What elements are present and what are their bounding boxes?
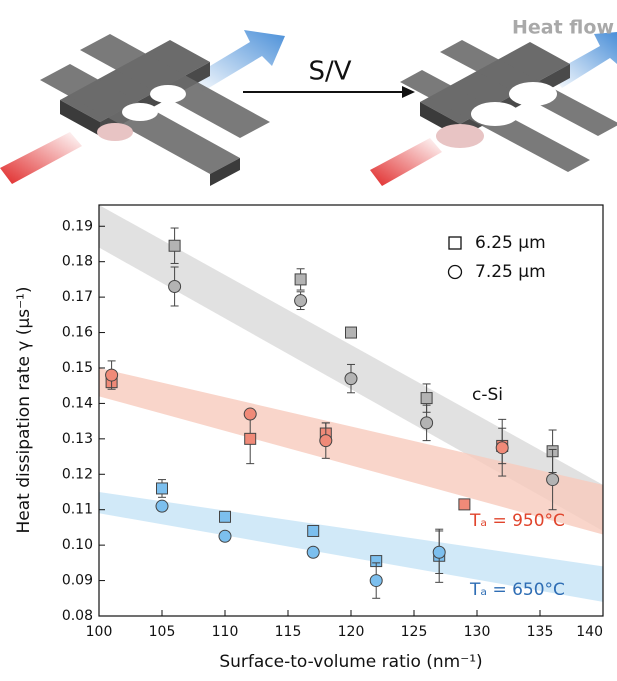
square-marker bbox=[308, 525, 319, 536]
square-marker bbox=[169, 240, 180, 251]
x-axis-label: Surface-to-volume ratio (nm⁻¹) bbox=[219, 652, 482, 672]
schematic: S/V Heat flow bbox=[0, 17, 617, 187]
legend-label: 6.25 μm bbox=[475, 233, 546, 253]
circle-marker bbox=[244, 408, 256, 420]
y-tick-label: 0.10 bbox=[62, 537, 93, 553]
circle-marker bbox=[421, 417, 433, 429]
y-tick-label: 0.19 bbox=[62, 218, 93, 234]
circle-marker bbox=[219, 530, 231, 542]
square-marker bbox=[346, 327, 357, 338]
square-marker bbox=[157, 483, 168, 494]
y-tick-label: 0.12 bbox=[62, 466, 93, 482]
circle-marker bbox=[106, 369, 118, 381]
circle-marker bbox=[320, 435, 332, 447]
legend-marker bbox=[449, 266, 462, 279]
x-tick-label: 115 bbox=[275, 624, 302, 640]
x-tick-label: 105 bbox=[149, 624, 176, 640]
center-label: S/V bbox=[308, 57, 351, 87]
y-tick-label: 0.11 bbox=[62, 502, 93, 518]
y-tick-label: 0.13 bbox=[62, 431, 93, 447]
square-marker bbox=[459, 499, 470, 510]
y-axis-label: Heat dissipation rate γ (μs⁻¹) bbox=[14, 287, 34, 534]
legend-label: 7.25 μm bbox=[475, 262, 546, 282]
circle-marker bbox=[345, 373, 357, 385]
x-tick-label: 130 bbox=[464, 624, 491, 640]
x-tick-label: 125 bbox=[401, 624, 428, 640]
y-tick-label: 0.15 bbox=[62, 360, 93, 376]
circle-marker bbox=[169, 280, 181, 292]
square-marker bbox=[220, 511, 231, 522]
legend-marker bbox=[449, 237, 461, 249]
circle-marker bbox=[295, 295, 307, 307]
annotation: Tₐ = 650°C bbox=[469, 580, 565, 600]
x-tick-label: 100 bbox=[86, 624, 113, 640]
square-marker bbox=[295, 274, 306, 285]
heat-in-arrow bbox=[370, 138, 442, 186]
annotation: Tₐ = 950°C bbox=[469, 511, 565, 531]
heat-in-arrow bbox=[0, 132, 82, 184]
square-marker bbox=[421, 393, 432, 404]
annotation: c-Si bbox=[472, 385, 503, 405]
figure: S/V Heat flow Heat dissipation rate γ (μ… bbox=[0, 0, 617, 677]
y-tick-label: 0.08 bbox=[62, 608, 93, 624]
y-tick-label: 0.16 bbox=[62, 325, 93, 341]
x-tick-label: 110 bbox=[212, 624, 239, 640]
x-tick-label: 135 bbox=[527, 624, 554, 640]
circle-marker bbox=[547, 474, 559, 486]
x-tick-label: 120 bbox=[338, 624, 365, 640]
circle-marker bbox=[433, 546, 445, 558]
circle-marker bbox=[370, 575, 382, 587]
circle-marker bbox=[496, 442, 508, 454]
x-tick-label: 140 bbox=[576, 624, 603, 640]
y-tick-label: 0.09 bbox=[62, 573, 93, 589]
square-marker bbox=[245, 433, 256, 444]
y-tick-label: 0.18 bbox=[62, 254, 93, 270]
y-tick-label: 0.17 bbox=[62, 289, 93, 305]
corner-label: Heat flow bbox=[512, 17, 614, 39]
circle-marker bbox=[307, 546, 319, 558]
y-tick-label: 0.14 bbox=[62, 395, 93, 411]
circle-marker bbox=[156, 500, 168, 512]
